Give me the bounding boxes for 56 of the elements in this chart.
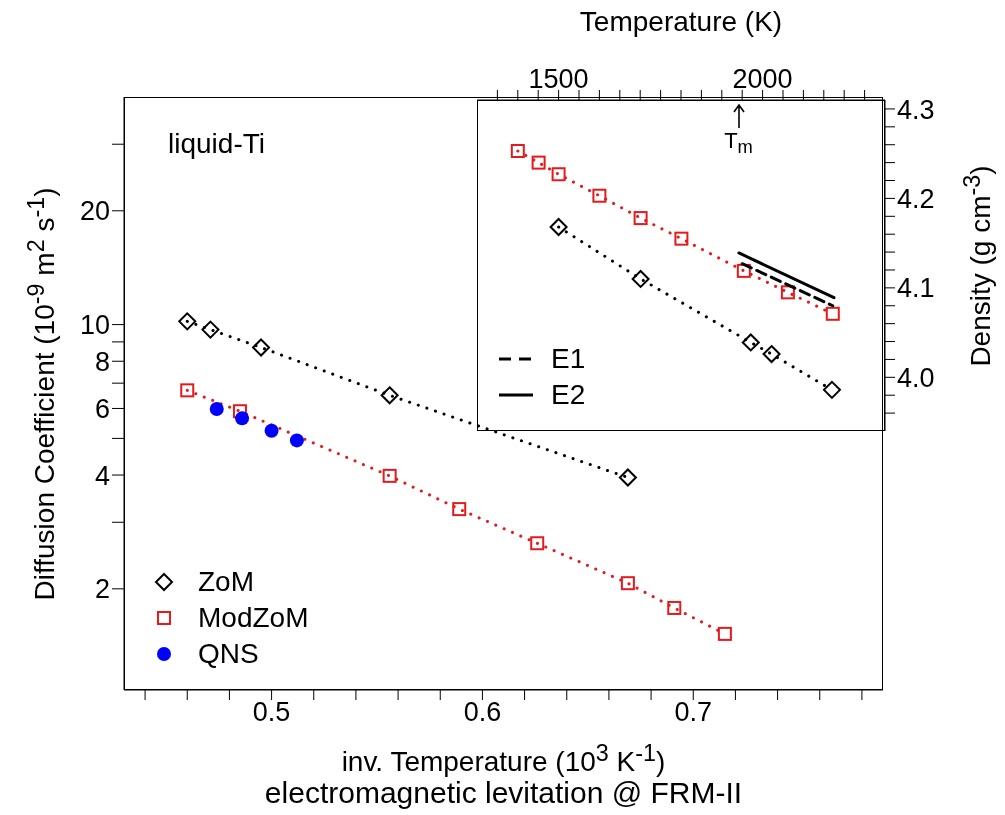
legend-label: E1 <box>551 343 586 375</box>
annotation: liquid-Ti <box>168 128 265 160</box>
point <box>530 536 545 551</box>
y-tick-label: 4.1 <box>897 273 935 304</box>
point <box>289 433 304 448</box>
legend-label: ZoM <box>198 566 254 598</box>
point <box>717 626 732 641</box>
y-tick-label: 4.0 <box>897 362 935 393</box>
point <box>741 333 760 352</box>
text: electromagnetic levitation @ FRM-II <box>264 776 743 810</box>
point <box>825 306 840 321</box>
point <box>452 502 467 517</box>
point <box>201 320 220 339</box>
y-tick-label: 4 <box>94 460 110 491</box>
x-axis-title: Temperature (K) <box>579 6 783 38</box>
x-tick-label: 2000 <box>732 64 793 94</box>
point <box>674 231 689 246</box>
point <box>380 386 399 405</box>
legend-label: E2 <box>551 379 586 411</box>
point <box>736 263 751 278</box>
x-tick-label: 0.6 <box>463 697 502 728</box>
point <box>822 380 841 399</box>
point <box>252 338 271 357</box>
point <box>551 167 566 182</box>
point <box>780 285 795 300</box>
legend-label: ModZoM <box>198 602 309 634</box>
point <box>667 600 682 615</box>
point <box>531 155 546 170</box>
point <box>178 312 197 331</box>
point <box>180 383 195 398</box>
x-tick-label: 0.5 <box>252 697 291 728</box>
point <box>762 345 781 364</box>
point <box>209 402 224 417</box>
y-tick-label: 2 <box>94 574 110 605</box>
y-tick-label: 4.2 <box>897 183 935 214</box>
point <box>235 411 250 426</box>
point <box>232 404 247 419</box>
point <box>633 211 648 226</box>
y-tick-label: 8 <box>94 346 110 377</box>
point <box>549 218 568 237</box>
x-tick-label: 1500 <box>528 64 589 94</box>
y-tick-label: 10 <box>79 310 110 341</box>
legend-label: QNS <box>198 638 259 670</box>
point <box>620 576 635 591</box>
y-tick-label: 20 <box>79 196 110 227</box>
point <box>631 269 650 288</box>
x-tick-label: 0.7 <box>674 697 713 728</box>
y-tick-label: 4.3 <box>897 94 935 125</box>
annotation: T$_{m}$ <box>724 128 753 159</box>
x-axis-title: inv. Temperature (10$^{3}$ K$^{-1}$) <box>341 740 666 779</box>
y-tick-label: 6 <box>94 394 110 425</box>
point <box>592 188 607 203</box>
point <box>264 423 279 438</box>
point <box>510 143 525 158</box>
point <box>618 468 637 487</box>
point <box>382 468 397 483</box>
